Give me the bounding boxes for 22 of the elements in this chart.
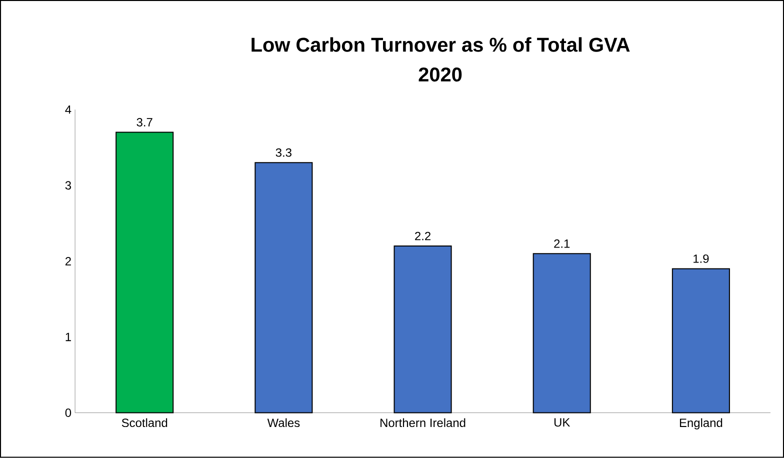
bar xyxy=(116,132,174,414)
chart-subtitle: 2020 xyxy=(418,68,462,82)
y-tick-label: 2 xyxy=(65,257,71,266)
y-tick-label: 3 xyxy=(65,181,72,190)
x-tick-label: Northern Ireland xyxy=(380,418,466,428)
y-tick-label: 1 xyxy=(66,332,71,342)
data-label: 2.2 xyxy=(415,232,430,240)
data-label: 2.1 xyxy=(554,240,570,248)
x-tick-label: Scotland xyxy=(122,418,168,428)
data-label: 3.3 xyxy=(276,148,292,157)
data-label: 3.7 xyxy=(136,118,152,127)
bar xyxy=(394,246,452,414)
bar xyxy=(532,253,591,414)
x-tick-label: Wales xyxy=(267,418,300,428)
data-label: 1.9 xyxy=(694,254,709,264)
y-tick-label: 4 xyxy=(65,106,72,114)
bar xyxy=(254,162,313,414)
x-tick-label: UK xyxy=(554,418,570,427)
y-tick-label: 0 xyxy=(65,408,72,418)
chart-title: Low Carbon Turnover as % of Total GVA xyxy=(252,37,630,52)
bar xyxy=(672,268,730,414)
x-tick-label: England xyxy=(680,418,722,430)
